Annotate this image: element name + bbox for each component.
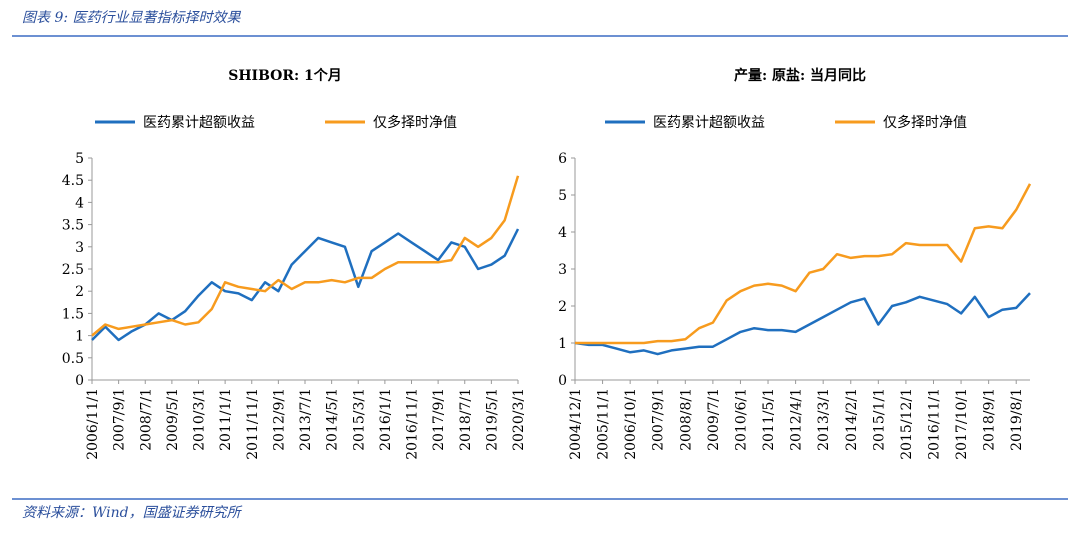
y-tick-label: 0.5 bbox=[62, 351, 84, 367]
y-tick-label: 0 bbox=[75, 373, 84, 389]
y-tick-label: 3 bbox=[558, 262, 567, 278]
series-line bbox=[91, 228, 520, 342]
y-tick-label: 2 bbox=[558, 299, 567, 315]
x-tick-label: 2012/4/1 bbox=[789, 388, 805, 451]
y-tick-label: 2 bbox=[75, 284, 84, 300]
y-tick-label: 5 bbox=[75, 151, 84, 167]
y-tick-label: 6 bbox=[558, 151, 567, 167]
x-tick-label: 2010/3/1 bbox=[192, 388, 208, 451]
series-line bbox=[91, 175, 520, 337]
x-tick-label: 2019/5/1 bbox=[484, 388, 500, 451]
x-tick-label: 2005/11/1 bbox=[596, 388, 612, 460]
chart-title: 产量: 原盐: 当月同比 bbox=[734, 67, 866, 84]
x-tick-label: 2008/7/1 bbox=[138, 388, 154, 451]
x-tick-label: 2009/7/1 bbox=[706, 388, 722, 451]
x-tick-label: 2016/1/1 bbox=[378, 388, 394, 451]
x-tick-label: 2012/9/1 bbox=[271, 388, 287, 451]
x-tick-label: 2018/7/1 bbox=[458, 388, 474, 451]
y-tick-label: 3.5 bbox=[62, 218, 84, 234]
x-tick-label: 2008/8/1 bbox=[678, 388, 694, 451]
y-tick-label: 4.5 bbox=[62, 173, 84, 189]
y-tick-label: 4 bbox=[558, 225, 567, 241]
x-tick-label: 2016/11/1 bbox=[405, 388, 421, 460]
legend-label: 仅多择时净值 bbox=[373, 114, 457, 131]
x-tick-label: 2013/3/1 bbox=[816, 388, 832, 451]
y-tick-label: 2.5 bbox=[62, 262, 84, 278]
x-tick-label: 2019/8/1 bbox=[1009, 388, 1025, 451]
x-tick-label: 2006/10/1 bbox=[623, 388, 639, 460]
x-tick-label: 2014/2/1 bbox=[844, 388, 860, 451]
x-tick-label: 2015/12/1 bbox=[899, 388, 915, 460]
y-tick-label: 1.5 bbox=[62, 306, 84, 322]
y-tick-label: 4 bbox=[75, 195, 84, 211]
y-tick-label: 5 bbox=[558, 188, 567, 204]
x-tick-label: 2007/9/1 bbox=[651, 388, 667, 451]
x-tick-label: 2006/11/1 bbox=[85, 388, 101, 460]
x-tick-label: 2017/10/1 bbox=[954, 388, 970, 460]
x-tick-label: 2015/3/1 bbox=[351, 388, 367, 451]
y-tick-label: 0 bbox=[558, 373, 567, 389]
x-tick-label: 2018/9/1 bbox=[982, 388, 998, 451]
x-tick-label: 2017/9/1 bbox=[431, 388, 447, 451]
chart-title: SHIBOR: 1个月 bbox=[228, 67, 342, 84]
legend-label: 医药累计超额收益 bbox=[653, 115, 765, 131]
x-tick-label: 2009/5/1 bbox=[165, 388, 181, 451]
y-tick-label: 1 bbox=[558, 336, 567, 352]
x-tick-label: 2010/6/1 bbox=[733, 388, 749, 451]
legend-label: 医药累计超额收益 bbox=[143, 115, 255, 131]
x-tick-label: 2020/3/1 bbox=[511, 388, 527, 451]
legend-label: 仅多择时净值 bbox=[883, 114, 967, 131]
x-tick-label: 2015/1/1 bbox=[871, 388, 887, 451]
x-tick-label: 2011/11/1 bbox=[245, 388, 261, 460]
y-tick-label: 3 bbox=[75, 240, 84, 256]
x-tick-label: 2014/5/1 bbox=[325, 388, 341, 451]
y-tick-label: 1 bbox=[75, 329, 84, 345]
x-tick-label: 2004/12/1 bbox=[568, 388, 584, 460]
figure-title: 图表 9: 医药行业显著指标择时效果 bbox=[22, 10, 242, 26]
x-tick-label: 2013/7/1 bbox=[298, 388, 314, 451]
series-line bbox=[574, 292, 1031, 356]
source-note: 资料来源：Wind，国盛证券研究所 bbox=[22, 505, 243, 521]
x-tick-label: 2011/1/1 bbox=[218, 388, 234, 451]
x-tick-label: 2007/9/1 bbox=[112, 388, 128, 451]
series-line bbox=[575, 183, 1032, 345]
x-tick-label: 2016/11/1 bbox=[926, 388, 942, 460]
x-tick-label: 2011/5/1 bbox=[761, 388, 777, 451]
